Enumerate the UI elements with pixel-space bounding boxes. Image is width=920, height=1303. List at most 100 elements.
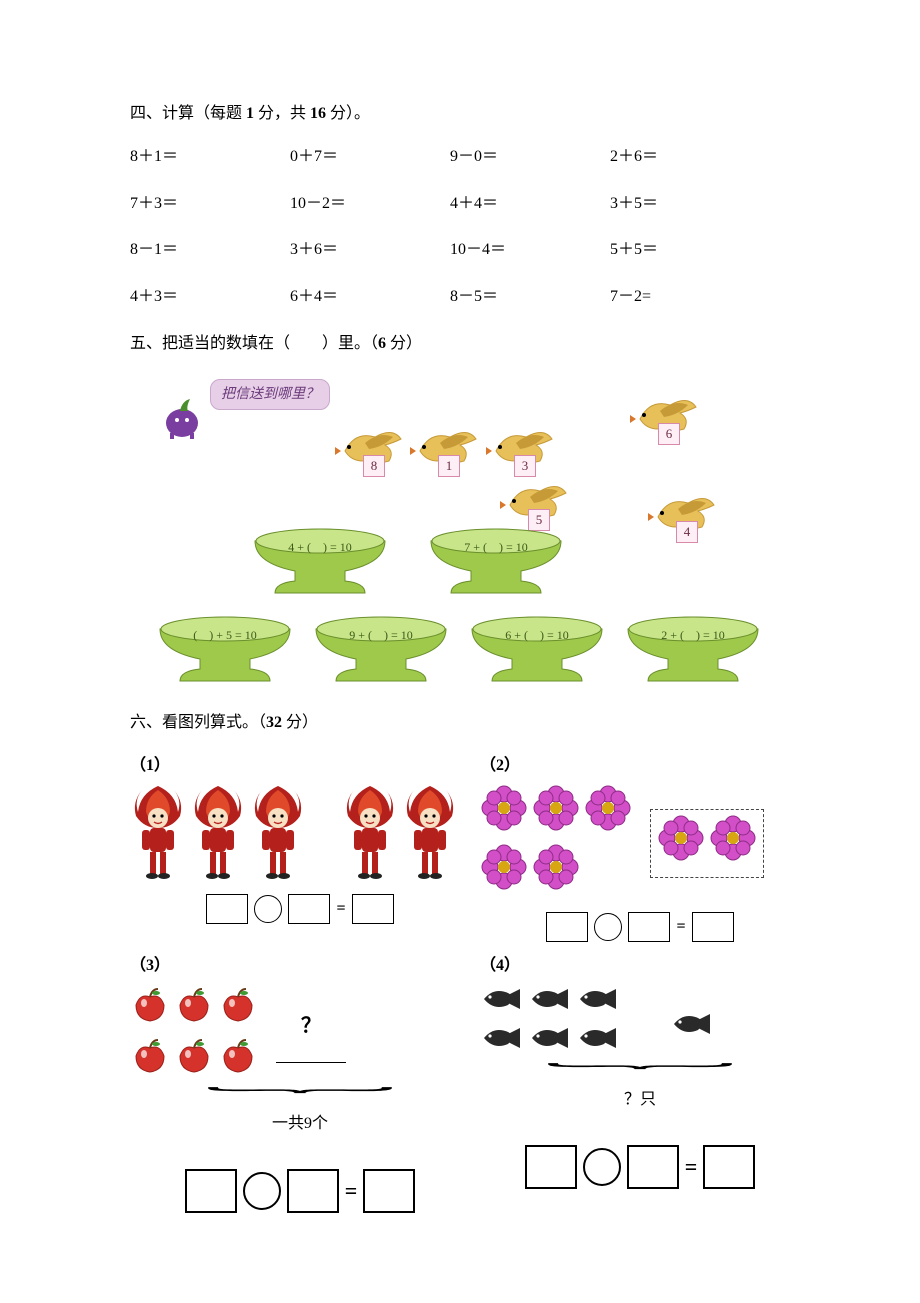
bowl-expr: 7 + ( ) = 10 [464, 537, 528, 559]
bowl-icon: 7 + ( ) = 10 [416, 523, 576, 599]
brace-label: ？只 [480, 1086, 800, 1115]
panel1-figures [130, 784, 470, 884]
section4-title: 四、计算（每题 1 分，共 16 分）。 [130, 100, 790, 129]
s5-pts: 6 [378, 335, 386, 352]
calc-grid: 8＋1＝ 0＋7＝ 9－0＝ 2＋6＝ 7＋3＝ 10－2＝ 4＋4＝ 3＋5＝… [130, 143, 790, 312]
answer-box[interactable] [288, 894, 330, 924]
s6-suf: 分） [282, 714, 318, 731]
equation-line: = [130, 1169, 470, 1213]
bird-card: 8 [363, 455, 385, 477]
panel-1: （1） = [130, 752, 470, 942]
calc-cell: 9－0＝ [450, 143, 610, 172]
s5-pre: 五、把适当的数填在（ ）里。（ [130, 335, 378, 352]
bowl-icon: 6 + ( ) = 10 [462, 611, 612, 687]
flower-icon [657, 814, 705, 862]
bird-icon: 8 [335, 415, 405, 477]
fish-icon [576, 1024, 620, 1052]
scene-tag: 把信送到哪里？ [210, 379, 330, 410]
bird-icon: 5 [500, 469, 570, 531]
flower-icon [532, 784, 580, 832]
answer-box[interactable] [206, 894, 248, 924]
calc-cell: 4＋4＝ [450, 190, 610, 219]
panel2-figures [480, 784, 800, 902]
bird-card: 4 [676, 521, 698, 543]
eggplant-icon [160, 393, 210, 439]
s4-pts-each: 1 [246, 105, 254, 122]
calc-cell: 3＋6＝ [290, 236, 450, 265]
calc-cell: 10－2＝ [290, 190, 450, 219]
huanhuan-icon [130, 784, 186, 880]
fish-icon [528, 985, 572, 1013]
calc-cell: 2＋6＝ [610, 143, 770, 172]
apple-icon [218, 985, 258, 1025]
calc-cell: 3＋5＝ [610, 190, 770, 219]
flower-icon [480, 843, 528, 891]
apple-icon [130, 985, 170, 1025]
bowl-expr: 6 + ( ) = 10 [505, 625, 569, 647]
fish-icon [480, 985, 524, 1013]
operator-circle[interactable] [243, 1172, 281, 1210]
answer-box[interactable] [185, 1169, 237, 1213]
bowl-expr: 4 + ( ) = 10 [288, 537, 352, 559]
calc-cell: 6＋4＝ [290, 283, 450, 312]
calc-cell: 10－4＝ [450, 236, 610, 265]
bird-icon: 4 [648, 481, 718, 543]
huanhuan-icon [342, 784, 398, 880]
panel-label: （3） [130, 952, 470, 981]
apple-icon [130, 1036, 170, 1076]
answer-box[interactable] [703, 1145, 755, 1189]
answer-box[interactable] [363, 1169, 415, 1213]
operator-circle[interactable] [594, 913, 622, 941]
s6-pts: 32 [266, 714, 282, 731]
bowl-expr: 2 + ( ) = 10 [661, 625, 725, 647]
bird-icon: 6 [630, 383, 700, 445]
flower-icon [480, 784, 528, 832]
answer-box[interactable] [352, 894, 394, 924]
s4-pre: 四、计算（每题 [130, 105, 246, 122]
panel-4: （4） ︸ ？只 [480, 952, 800, 1213]
calc-cell: 5＋5＝ [610, 236, 770, 265]
calc-cell: 7－2= [610, 283, 770, 312]
bowl-icon: ( ) + 5 = 10 [150, 611, 300, 687]
apple-icon [218, 1036, 258, 1076]
equals-sign: = [345, 1171, 358, 1211]
section6-title: 六、看图列算式。（32 分） [130, 709, 790, 738]
panel-label: （2） [480, 752, 800, 781]
flower-icon [709, 814, 757, 862]
bowl-icon: 2 + ( ) = 10 [618, 611, 768, 687]
apple-icon [174, 1036, 214, 1076]
calc-cell: 8－1＝ [130, 236, 290, 265]
bowl-icon: 4 + ( ) = 10 [240, 523, 400, 599]
bird-icon: 3 [486, 415, 556, 477]
bird-card: 1 [438, 455, 460, 477]
equation-line: = [480, 912, 800, 942]
panel-2: （2） [480, 752, 800, 942]
fish-icon [480, 1024, 524, 1052]
section5-title: 五、把适当的数填在（ ）里。（6 分） [130, 330, 790, 359]
panel-label: （4） [480, 952, 800, 981]
panel3-figures: ？ ︸ 一共9个 [130, 985, 470, 1139]
s4-pts-total: 16 [310, 105, 326, 122]
answer-box[interactable] [287, 1169, 339, 1213]
answer-box[interactable] [546, 912, 588, 942]
operator-circle[interactable] [254, 895, 282, 923]
answer-box[interactable] [627, 1145, 679, 1189]
section5-scene: 把信送到哪里？ 8 1 3 6 5 4 4 + ( ) = 10 7 + ( )… [130, 373, 750, 695]
answer-box[interactable] [628, 912, 670, 942]
equation-line: = [480, 1145, 800, 1189]
equation-line: = [130, 894, 470, 924]
calc-cell: 8－5＝ [450, 283, 610, 312]
equals-sign: = [685, 1147, 698, 1187]
brace-icon: ︸ [543, 1072, 736, 1079]
operator-circle[interactable] [583, 1148, 621, 1186]
answer-box[interactable] [692, 912, 734, 942]
huanhuan-icon [402, 784, 458, 880]
brace-icon: ︸ [203, 1096, 396, 1103]
answer-box[interactable] [525, 1145, 577, 1189]
question-mark: ？ [276, 1008, 346, 1044]
dashed-box [650, 809, 764, 878]
calc-cell: 8＋1＝ [130, 143, 290, 172]
s5-suf: 分） [386, 335, 422, 352]
s6-pre: 六、看图列算式。（ [130, 714, 266, 731]
flower-icon [532, 843, 580, 891]
